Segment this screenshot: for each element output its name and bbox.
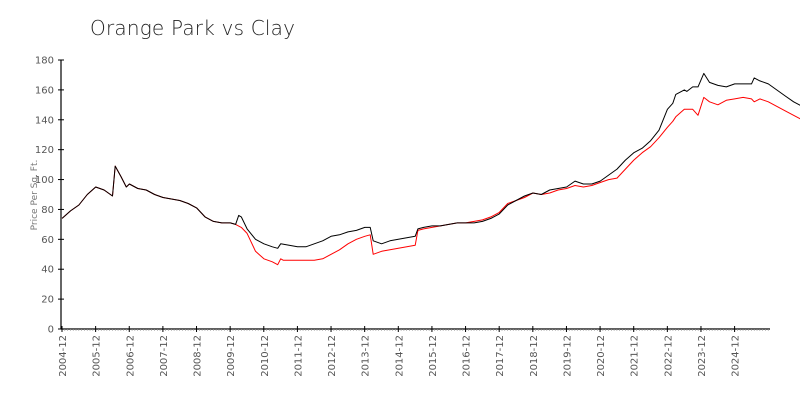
x-tick-label: 2010-12 xyxy=(260,335,271,377)
x-axis: 2004-12 2005-12 2006-12 2007-12 2008-12 2009-… xyxy=(58,326,770,377)
x-tick-label: 2011-12 xyxy=(293,335,304,377)
y-axis: 0 20 40 60 80 100 120 140 160 180 xyxy=(35,56,64,336)
x-tick-label: 2006-12 xyxy=(125,335,136,377)
x-tick-label: 2023-12 xyxy=(697,335,708,377)
x-tick-label: 2005-12 xyxy=(92,335,103,377)
y-tick-label: 80 xyxy=(41,205,54,216)
y-tick-label: 160 xyxy=(35,85,54,96)
x-tick-label: 2020-12 xyxy=(596,335,607,377)
x-tick-label: 2009-12 xyxy=(226,335,237,377)
x-tick-label: 2004-12 xyxy=(58,335,69,377)
x-tick-label: 2019-12 xyxy=(562,335,573,377)
y-tick-label: 20 xyxy=(41,295,54,306)
y-tick-label: 140 xyxy=(35,115,54,126)
x-tick-label: 2012-12 xyxy=(327,335,338,377)
x-tick-label: 2017-12 xyxy=(495,335,506,377)
y-tick-label: 100 xyxy=(35,175,54,186)
series-line-orange-park xyxy=(61,72,800,249)
x-tick-label: 2018-12 xyxy=(529,335,540,377)
y-tick-label: 0 xyxy=(48,325,54,336)
x-tick-label: 2022-12 xyxy=(663,335,674,377)
x-tick-label: 2021-12 xyxy=(630,335,641,377)
y-tick-label: 180 xyxy=(35,56,54,67)
y-tick-label: 40 xyxy=(41,265,54,276)
x-tick-label: 2015-12 xyxy=(428,335,439,377)
x-tick-label: 2014-12 xyxy=(394,335,405,377)
series-lines xyxy=(61,72,800,266)
y-tick-label: 60 xyxy=(41,235,54,246)
x-tick-label: 2013-12 xyxy=(361,335,372,377)
x-tick-label: 2007-12 xyxy=(159,335,170,377)
x-tick-label: 2024-12 xyxy=(731,335,742,377)
y-tick-label: 120 xyxy=(35,145,54,156)
y-axis-label: Price Per Sq. Ft. xyxy=(30,160,40,231)
x-tick-label: 2008-12 xyxy=(193,335,204,377)
series-line-clay xyxy=(61,96,800,266)
chart-title: Orange Park vs Clay xyxy=(90,16,296,40)
x-tick-label: 2016-12 xyxy=(462,335,473,377)
